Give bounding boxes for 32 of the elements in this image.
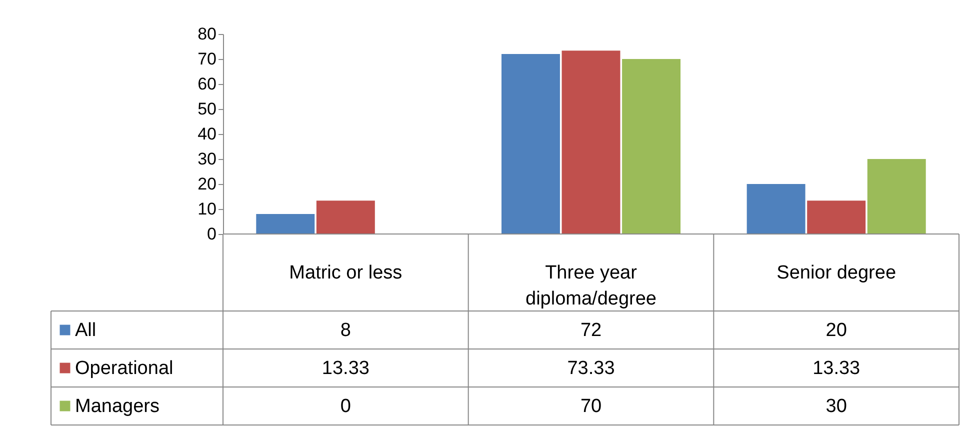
bar [501,54,560,234]
y-tick-label: 30 [198,150,216,168]
y-tick-label: 0 [207,224,216,244]
bar [622,59,681,234]
y-tick-label: 20 [198,174,216,194]
legend-label: Managers [75,396,160,417]
bar [316,200,375,234]
y-tick-label: 50 [198,100,216,118]
data-label: 13.33 [812,358,860,379]
y-tick-label: 70 [198,50,216,68]
bar [256,214,315,234]
x-tick-label: Three year diploma/degree [526,262,656,310]
y-tick-label: 80 [198,24,216,44]
data-label: 0 [340,396,351,417]
legend-label: Operational [75,358,174,379]
bar [746,184,806,234]
x-tick-label: Matric or less [289,262,402,284]
bar [867,159,926,234]
data-label: 73.33 [567,358,615,379]
data-label: 13.33 [322,358,370,379]
bar [807,200,866,234]
y-tick-label: 60 [198,74,216,94]
y-tick-label: 40 [198,124,216,144]
data-label: 20 [826,320,847,341]
legend-label: All [75,320,96,341]
data-label: 72 [580,320,602,341]
x-tick-label: Senior degree [776,262,896,284]
y-tick-label: 10 [198,200,216,218]
bar [562,50,620,234]
data-label: 8 [340,320,351,341]
data-label: 30 [826,396,847,417]
data-label: 70 [580,396,602,417]
